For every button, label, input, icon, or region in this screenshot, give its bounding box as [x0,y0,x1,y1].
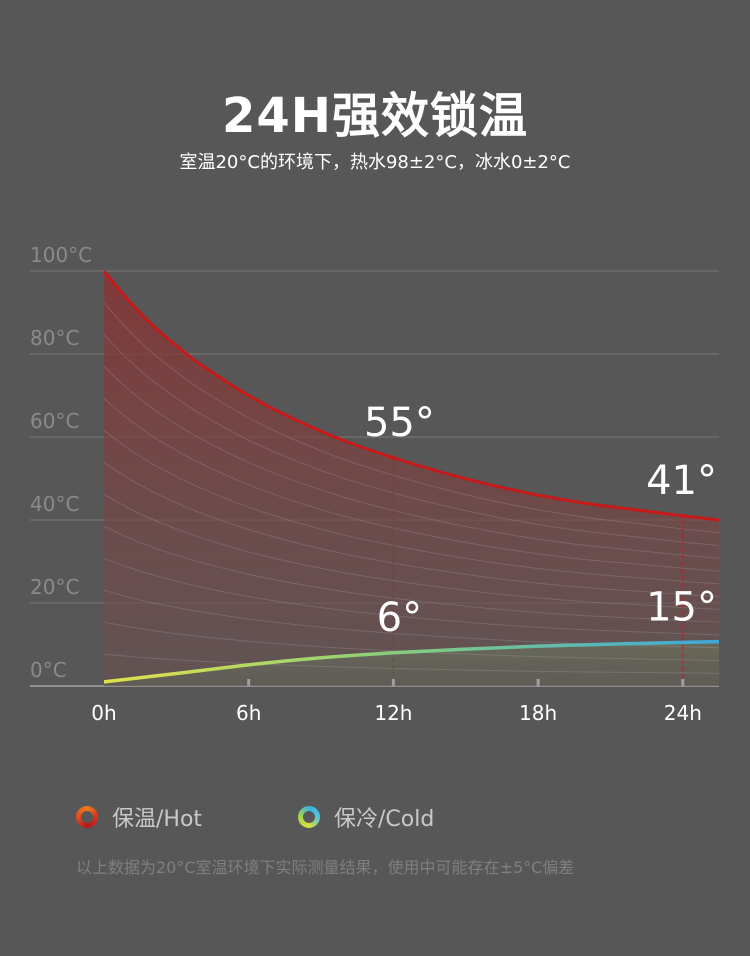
legend-hot-label: 保温/Hot [112,807,203,832]
hot-point [390,455,396,461]
y-tick-label: 40°C [30,492,79,516]
hot-point [680,513,686,519]
y-tick-label: 20°C [30,575,79,599]
decor-curve [103,525,720,623]
x-tick-label: 12h [374,701,412,725]
legend-cold: 保冷/Cold [298,800,434,834]
decor-curve [103,334,720,547]
data-label: 6° [377,595,422,641]
page-title: 24H强效锁温 [222,88,528,144]
decor-curve [103,494,720,610]
y-tick-label: 100°C [30,243,92,267]
decor-curve [103,653,720,674]
decor-curve [103,366,720,559]
y-tick-label: 0°C [30,658,67,682]
x-tick-label: 18h [519,701,557,725]
footnote: 以上数据为20°C室温环境下实际测量结果，使用中可能存在±5°C偏差 [76,858,575,877]
cold-ring-icon [298,806,320,828]
x-tick-label: 24h [664,701,702,725]
legend-hot: 保温/Hot [76,800,202,834]
x-tick-label: 6h [236,701,261,725]
decor-curve [103,430,720,585]
y-tick-label: 80°C [30,326,79,350]
hot-area [104,271,719,686]
decor-curve [103,557,720,636]
legend-cold-label: 保冷/Cold [334,807,435,832]
data-label: 41° [646,458,717,504]
decor-curve [103,462,720,598]
y-tick-label: 60°C [30,409,79,433]
page-subtitle: 室温20°C的环境下，热水98±2°C，冰水0±2°C [179,152,571,173]
decor-curve [103,302,720,534]
cold-series-line [103,639,720,684]
hot-ring-icon [76,806,98,828]
decor-curve [103,621,720,661]
data-label: 55° [364,400,435,446]
hot-series-line [102,270,720,522]
x-tick-label: 0h [91,701,116,725]
data-label: 15° [646,584,717,630]
decor-curve [103,398,720,572]
cold-area [104,641,719,686]
